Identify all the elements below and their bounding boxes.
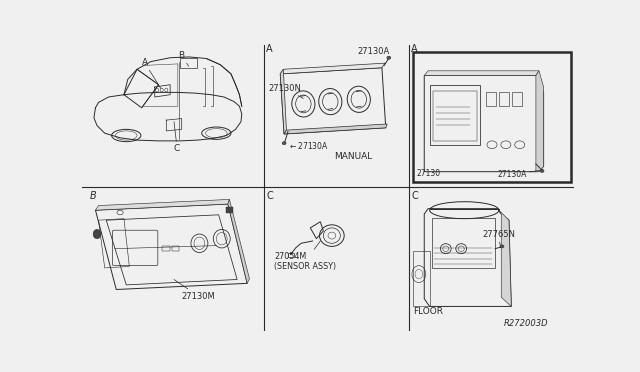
Text: MANUAL: MANUAL — [334, 152, 372, 161]
Polygon shape — [280, 69, 287, 134]
Polygon shape — [95, 199, 230, 210]
Ellipse shape — [93, 230, 101, 239]
Text: 27765N: 27765N — [482, 230, 515, 247]
Text: 27130A: 27130A — [357, 47, 390, 56]
Text: A: A — [266, 44, 273, 54]
Polygon shape — [228, 199, 250, 283]
Text: 27130: 27130 — [417, 169, 441, 177]
Polygon shape — [284, 124, 387, 134]
Text: C: C — [174, 122, 180, 153]
Bar — [288, 253, 294, 257]
Bar — [163, 246, 170, 251]
Bar — [486, 92, 496, 106]
Polygon shape — [424, 71, 539, 76]
Ellipse shape — [540, 169, 544, 173]
Bar — [429, 85, 480, 145]
Bar — [180, 58, 197, 68]
Ellipse shape — [282, 142, 286, 145]
Text: A: A — [141, 58, 161, 89]
Bar — [413, 52, 570, 182]
Polygon shape — [280, 63, 385, 74]
Bar — [499, 92, 509, 106]
Text: 27130A: 27130A — [497, 170, 541, 179]
Ellipse shape — [387, 56, 391, 59]
Text: 27130N: 27130N — [269, 84, 303, 99]
Text: B: B — [90, 190, 96, 201]
Ellipse shape — [500, 245, 504, 248]
Text: C: C — [266, 190, 273, 201]
Text: $\leftarrow$27130A: $\leftarrow$27130A — [288, 140, 329, 151]
Text: 27054M
(SENSOR ASSY): 27054M (SENSOR ASSY) — [274, 241, 336, 272]
Polygon shape — [536, 71, 543, 172]
Bar — [432, 218, 495, 268]
Bar — [227, 207, 232, 212]
Bar — [512, 92, 522, 106]
Bar — [433, 91, 477, 141]
Bar — [172, 246, 179, 251]
Text: B: B — [179, 51, 189, 66]
Text: 27130M: 27130M — [174, 279, 216, 301]
Text: A: A — [411, 44, 418, 54]
Text: C: C — [411, 190, 418, 201]
Polygon shape — [497, 209, 511, 307]
Text: R272003D: R272003D — [504, 320, 548, 328]
Text: FLOOR: FLOOR — [413, 307, 443, 316]
